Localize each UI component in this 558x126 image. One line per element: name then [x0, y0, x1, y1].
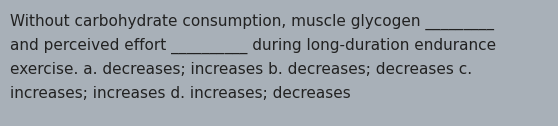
Text: increases; increases d. increases; decreases: increases; increases d. increases; decre…	[10, 86, 351, 101]
Text: exercise. a. decreases; increases b. decreases; decreases c.: exercise. a. decreases; increases b. dec…	[10, 62, 472, 77]
Text: Without carbohydrate consumption, muscle glycogen _________: Without carbohydrate consumption, muscle…	[10, 14, 494, 30]
Text: and perceived effort __________ during long-duration endurance: and perceived effort __________ during l…	[10, 38, 496, 54]
